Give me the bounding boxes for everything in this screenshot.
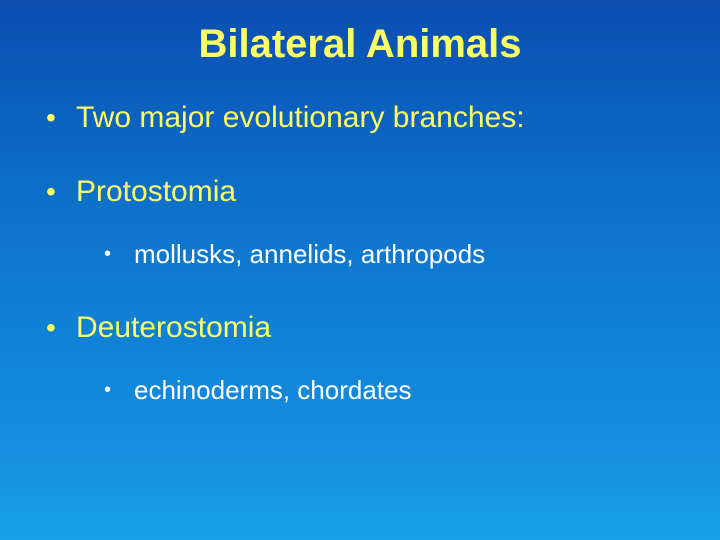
spacer [40,164,680,174]
bullet-marker-icon: • [100,238,134,270]
bullet-text: Protostomia [76,174,236,210]
bullet-marker-icon: • [40,100,76,136]
bullet-marker-icon: • [40,174,76,210]
spacer [40,300,680,310]
slide: Bilateral Animals • Two major evolutiona… [0,0,720,540]
sub-bullet-item: • mollusks, annelids, arthropods [100,238,680,270]
bullet-text: Deuterostomia [76,310,271,346]
bullet-item: • Protostomia [40,174,680,210]
bullet-item: • Two major evolutionary branches: [40,100,680,136]
bullet-marker-icon: • [40,310,76,346]
bullet-item: • Deuterostomia [40,310,680,346]
slide-title: Bilateral Animals [0,22,720,67]
slide-content: • Two major evolutionary branches: • Pro… [40,100,680,436]
sub-bullet-text: echinoderms, chordates [134,374,411,406]
sub-bullet-text: mollusks, annelids, arthropods [134,238,485,270]
sub-bullet-item: • echinoderms, chordates [100,374,680,406]
bullet-marker-icon: • [100,374,134,406]
bullet-text: Two major evolutionary branches: [76,100,525,136]
